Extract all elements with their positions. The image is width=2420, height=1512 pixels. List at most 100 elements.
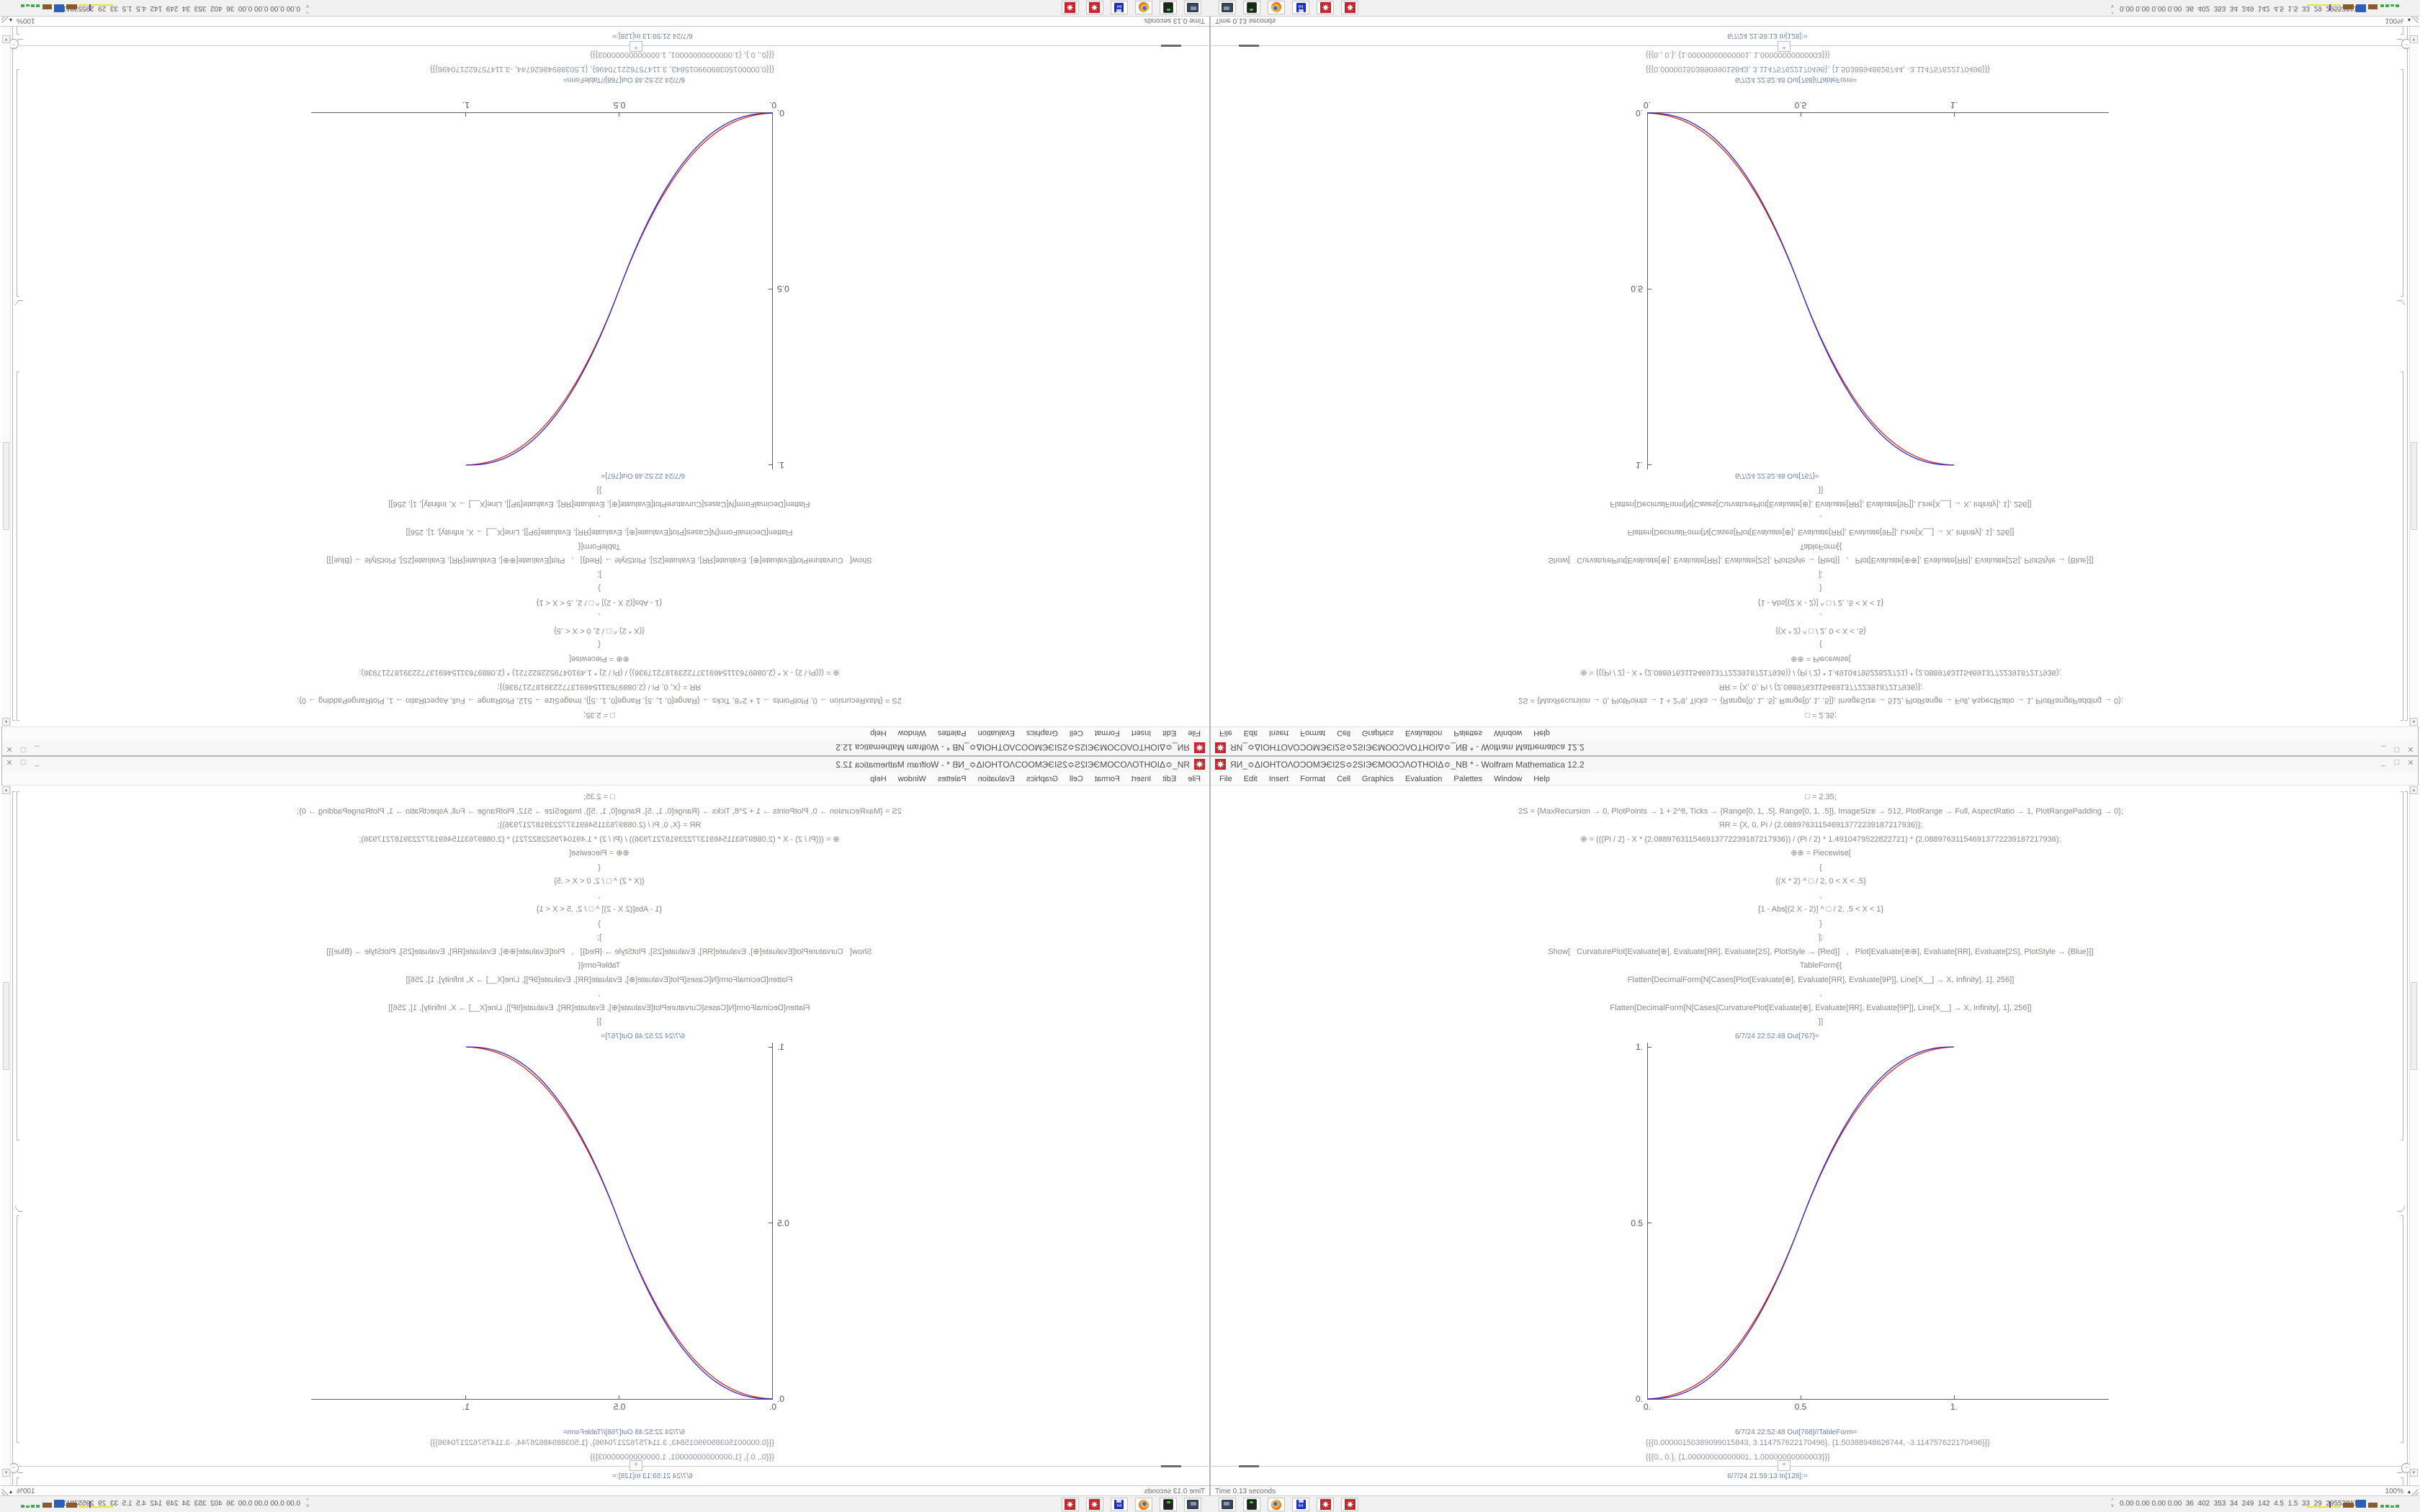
insert-cell-button[interactable]: +: [629, 41, 642, 52]
menu-evaluation[interactable]: Evaluation: [977, 774, 1015, 783]
minimize-button[interactable]: _: [34, 758, 40, 767]
resize-grip[interactable]: [2411, 1489, 2419, 1496]
menu-file[interactable]: File: [1188, 729, 1201, 738]
insert-cell-button[interactable]: +: [1778, 1460, 1791, 1471]
maximize-button[interactable]: □: [20, 745, 26, 754]
scrollbar-thumb[interactable]: [3, 442, 9, 530]
menu-palettes[interactable]: Palettes: [937, 774, 967, 783]
close-button[interactable]: ✕: [6, 744, 13, 753]
close-button[interactable]: ✕: [2407, 744, 2414, 753]
h-scrollbar-thumb[interactable]: [1161, 45, 1181, 47]
h-scrollbar-thumb[interactable]: [1239, 1465, 1259, 1467]
tray-chevron-icon[interactable]: ^ v: [2111, 4, 2114, 14]
menu-insert[interactable]: Insert: [1131, 774, 1152, 783]
scrollbar-thumb[interactable]: [3, 982, 9, 1070]
menu-palettes[interactable]: Palettes: [937, 729, 967, 738]
mathematica-spikey-icon-2[interactable]: [1341, 1498, 1358, 1511]
h-scrollbar-thumb[interactable]: [1239, 45, 1259, 47]
menu-window[interactable]: Window: [897, 729, 926, 738]
cell-insertion-line[interactable]: [1211, 1466, 2401, 1467]
zoom-level[interactable]: 100%: [2385, 17, 2403, 24]
menu-help[interactable]: Help: [870, 729, 887, 738]
tray-chevron-icon[interactable]: ^ v: [306, 4, 309, 14]
menu-graphics[interactable]: Graphics: [1362, 774, 1394, 783]
menu-cell[interactable]: Cell: [1069, 729, 1083, 738]
menu-edit[interactable]: Edit: [1162, 774, 1177, 783]
zoom-dropdown-arrow[interactable]: ▴: [9, 17, 13, 24]
menu-evaluation[interactable]: Evaluation: [1405, 729, 1443, 738]
input-cell-bracket[interactable]: [17, 791, 19, 1140]
menu-insert[interactable]: Insert: [1268, 729, 1289, 738]
menu-cell[interactable]: Cell: [1337, 774, 1351, 783]
mathematica-spikey-icon-2[interactable]: [1062, 1498, 1079, 1511]
menu-file[interactable]: File: [1188, 774, 1201, 783]
table-cell-bracket[interactable]: [17, 27, 19, 35]
minimize-button[interactable]: _: [34, 745, 40, 754]
scroll-down-arrow[interactable]: ▼: [2410, 35, 2418, 43]
cell-group-bracket[interactable]: [2405, 27, 2408, 721]
menu-window[interactable]: Window: [897, 774, 926, 783]
cell-insertion-line[interactable]: [1211, 45, 2401, 46]
menu-evaluation[interactable]: Evaluation: [977, 729, 1015, 738]
display-settings-icon[interactable]: [1219, 1, 1236, 14]
table-cell-bracket[interactable]: [2401, 1477, 2403, 1485]
scroll-up-arrow[interactable]: ▲: [2410, 786, 2418, 794]
plot-cell-bracket[interactable]: [2401, 1215, 2403, 1443]
close-button[interactable]: ✕: [2407, 759, 2414, 768]
floppy-64-icon[interactable]: 64: [1111, 1, 1128, 14]
zoom-level[interactable]: 100%: [17, 17, 35, 24]
floppy-64-icon[interactable]: 64: [1111, 1498, 1128, 1511]
zoom-dropdown-arrow[interactable]: ▴: [2407, 17, 2411, 24]
mathematica-spikey-icon[interactable]: [1317, 1, 1334, 14]
menu-palettes[interactable]: Palettes: [1453, 774, 1483, 783]
resize-grip[interactable]: [2411, 16, 2419, 23]
menu-file[interactable]: File: [1219, 774, 1232, 783]
menu-graphics[interactable]: Graphics: [1362, 729, 1394, 738]
mathematica-spikey-icon-2[interactable]: [1062, 1, 1079, 14]
input-cell-bracket[interactable]: [17, 372, 19, 721]
title-bar[interactable]: ЯИ_≎ΔΙΟΗΤΟΛΟϽΟΜЭЄΙ2S≎2SΙЭЄΜΟΟϽΛΟΤΗΟΙΔ≎_N…: [1211, 757, 2418, 773]
scroll-up-arrow[interactable]: ▲: [2, 786, 10, 794]
minimize-button[interactable]: _: [2380, 745, 2386, 754]
menu-evaluation[interactable]: Evaluation: [1405, 774, 1443, 783]
vertical-scrollbar[interactable]: ▲ ▼: [2409, 786, 2419, 1485]
display-settings-icon[interactable]: [1184, 1498, 1201, 1511]
zoom-dropdown-arrow[interactable]: ▴: [9, 1488, 13, 1495]
menu-edit[interactable]: Edit: [1243, 729, 1258, 738]
scroll-down-arrow[interactable]: ▼: [2, 1469, 10, 1477]
plot-cell-bracket[interactable]: [17, 1215, 19, 1443]
close-button[interactable]: ✕: [6, 759, 13, 768]
input-cell-bracket[interactable]: [2401, 791, 2403, 1140]
firefox-icon[interactable]: [1135, 1, 1152, 14]
menu-edit[interactable]: Edit: [1162, 729, 1177, 738]
storage-device-icon[interactable]: [1160, 1, 1177, 14]
menu-format[interactable]: Format: [1300, 774, 1326, 783]
mathematica-spikey-icon-2[interactable]: [1341, 1, 1358, 14]
zoom-level[interactable]: 100%: [17, 1488, 35, 1495]
menu-format[interactable]: Format: [1300, 729, 1326, 738]
table-cell-bracket[interactable]: [2401, 27, 2403, 35]
h-scrollbar-thumb[interactable]: [1161, 1465, 1181, 1467]
firefox-icon[interactable]: [1268, 1498, 1285, 1511]
firefox-icon[interactable]: [1268, 1, 1285, 14]
menu-format[interactable]: Format: [1094, 774, 1120, 783]
menu-help[interactable]: Help: [1533, 774, 1550, 783]
input-cell-bracket[interactable]: [2401, 372, 2403, 721]
mathematica-spikey-icon[interactable]: [1086, 1498, 1103, 1511]
cell-group-bracket[interactable]: [2405, 791, 2408, 1485]
scroll-up-arrow[interactable]: ▲: [2, 718, 10, 726]
firefox-icon[interactable]: [1135, 1498, 1152, 1511]
vertical-scrollbar[interactable]: ▲ ▼: [1, 786, 11, 1485]
maximize-button[interactable]: □: [2394, 745, 2400, 754]
zoom-dropdown-arrow[interactable]: ▴: [2407, 1488, 2411, 1495]
menu-file[interactable]: File: [1219, 729, 1232, 738]
scrollbar-thumb[interactable]: [2411, 442, 2417, 530]
table-cell-bracket[interactable]: [17, 1477, 19, 1485]
menu-cell[interactable]: Cell: [1337, 729, 1351, 738]
plot-cell-bracket[interactable]: [17, 69, 19, 297]
maximize-button[interactable]: □: [20, 758, 26, 767]
maximize-button[interactable]: □: [2394, 758, 2400, 767]
scroll-down-arrow[interactable]: ▼: [2, 35, 10, 43]
insert-cell-button[interactable]: +: [629, 1460, 642, 1471]
insert-cell-button[interactable]: +: [1778, 41, 1791, 52]
